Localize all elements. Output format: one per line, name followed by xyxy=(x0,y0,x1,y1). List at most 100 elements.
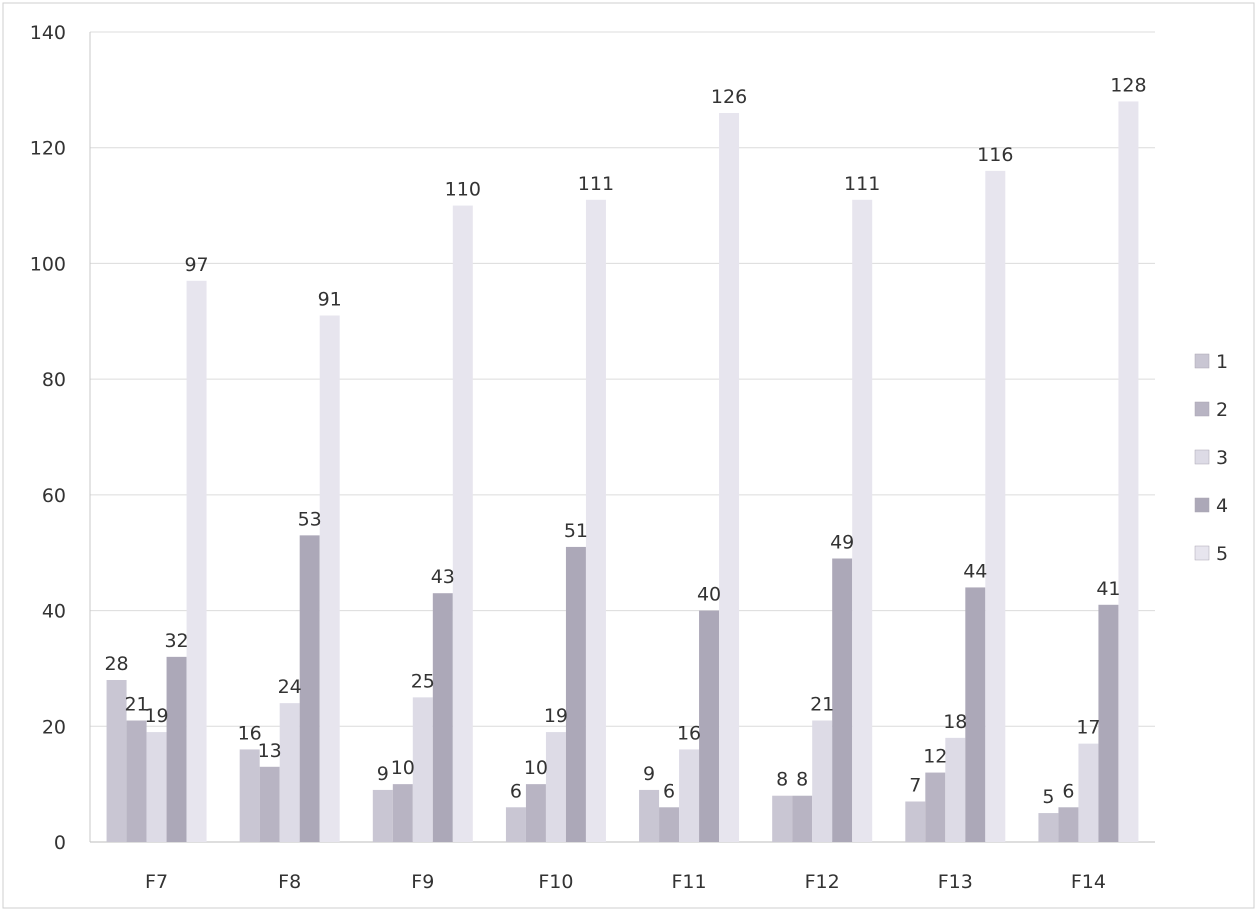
data-label: 17 xyxy=(1076,717,1100,739)
data-label: 91 xyxy=(318,289,342,311)
bar-f10-series-1 xyxy=(505,807,526,842)
data-label: 6 xyxy=(510,780,522,802)
data-label: 8 xyxy=(796,769,808,791)
legend-label: 1 xyxy=(1216,351,1228,373)
bar-f13-series-2 xyxy=(925,772,946,842)
data-label: 18 xyxy=(943,711,967,733)
data-label: 7 xyxy=(909,775,921,797)
bar-f11-series-3 xyxy=(679,749,700,842)
y-tick-label: 0 xyxy=(54,832,66,854)
bar-f11-series-5 xyxy=(719,113,740,842)
data-label: 10 xyxy=(391,757,415,779)
bar-f12-series-2 xyxy=(792,795,813,842)
data-label: 51 xyxy=(564,520,588,542)
bar-f14-series-3 xyxy=(1078,743,1099,842)
x-tick-label: F9 xyxy=(411,871,434,893)
data-label: 21 xyxy=(810,694,834,716)
y-tick-label: 140 xyxy=(30,22,66,44)
x-tick-label: F12 xyxy=(805,871,840,893)
bar-f8-series-1 xyxy=(239,749,260,842)
legend-label: 5 xyxy=(1216,543,1228,565)
x-tick-label: F11 xyxy=(672,871,707,893)
data-label: 111 xyxy=(844,173,880,195)
bar-f8-series-5 xyxy=(319,315,340,842)
legend-label: 4 xyxy=(1216,495,1228,517)
bar-f12-series-4 xyxy=(832,558,853,842)
legend-swatch-3 xyxy=(1194,449,1210,465)
bar-f13-series-3 xyxy=(945,737,966,842)
bar-f9-series-1 xyxy=(372,789,393,842)
data-label: 49 xyxy=(830,532,854,554)
data-label: 24 xyxy=(278,676,302,698)
y-tick-label: 80 xyxy=(42,369,66,391)
data-label: 110 xyxy=(445,179,481,201)
data-label: 8 xyxy=(776,769,788,791)
bar-f14-series-2 xyxy=(1058,807,1079,842)
data-label: 10 xyxy=(524,757,548,779)
bar-f7-series-3 xyxy=(146,732,167,842)
bar-f13-series-4 xyxy=(965,587,986,842)
legend-swatch-5 xyxy=(1194,545,1210,561)
y-axis-ticks: 0 20 40 60 80 100 120 140 xyxy=(30,22,66,854)
data-label: 16 xyxy=(677,722,701,744)
data-label: 21 xyxy=(124,694,148,716)
bar-f8-series-2 xyxy=(259,766,280,842)
data-label: 6 xyxy=(1062,780,1074,802)
bar-f7-series-5 xyxy=(186,280,207,842)
data-label: 28 xyxy=(104,653,128,675)
data-label: 116 xyxy=(977,144,1013,166)
bar-f9-series-5 xyxy=(452,205,473,843)
data-label: 43 xyxy=(431,566,455,588)
legend-label: 3 xyxy=(1216,447,1228,469)
bars xyxy=(106,101,1139,843)
legend: 1 2 3 4 5 xyxy=(1194,351,1228,565)
bar-f9-series-4 xyxy=(432,593,453,842)
x-axis-ticks: F7 F8 F9 F10 F11 F12 F13 F14 xyxy=(145,871,1106,893)
bar-f11-series-1 xyxy=(639,789,660,842)
bar-f8-series-4 xyxy=(299,535,320,842)
data-label: 9 xyxy=(643,763,655,785)
bar-f7-series-4 xyxy=(166,656,187,842)
bar-f12-series-1 xyxy=(772,795,793,842)
legend-swatch-1 xyxy=(1194,353,1210,369)
y-tick-label: 120 xyxy=(30,138,66,160)
bar-f14-series-1 xyxy=(1038,813,1059,842)
data-label: 111 xyxy=(578,173,614,195)
data-label: 97 xyxy=(184,254,208,276)
x-tick-label: F7 xyxy=(145,871,168,893)
y-tick-label: 100 xyxy=(30,253,66,275)
bar-f9-series-2 xyxy=(392,784,413,842)
legend-swatch-2 xyxy=(1194,401,1210,417)
bar-f10-series-2 xyxy=(525,784,546,842)
bar-f9-series-3 xyxy=(412,697,433,842)
bar-f14-series-5 xyxy=(1118,101,1139,842)
data-label: 9 xyxy=(377,763,389,785)
data-label: 25 xyxy=(411,670,435,692)
data-label: 6 xyxy=(663,780,675,802)
bar-f8-series-3 xyxy=(279,703,300,842)
bar-f11-series-2 xyxy=(659,807,680,842)
legend-label: 2 xyxy=(1216,399,1228,421)
y-tick-label: 20 xyxy=(42,716,66,738)
bar-f10-series-3 xyxy=(545,732,566,842)
data-label: 53 xyxy=(298,508,322,530)
legend-swatch-4 xyxy=(1194,497,1210,513)
data-label: 32 xyxy=(164,630,188,652)
bar-f12-series-3 xyxy=(812,720,833,842)
x-tick-label: F14 xyxy=(1071,871,1106,893)
data-label: 19 xyxy=(544,705,568,727)
data-label: 44 xyxy=(963,560,987,582)
data-label: 126 xyxy=(711,86,747,108)
bar-f13-series-1 xyxy=(905,801,926,842)
data-label: 19 xyxy=(144,705,168,727)
data-label: 12 xyxy=(923,746,947,768)
bar-f14-series-4 xyxy=(1098,604,1119,842)
bar-f7-series-2 xyxy=(126,720,147,842)
bar-f10-series-4 xyxy=(565,546,586,842)
bar-f11-series-4 xyxy=(699,610,720,842)
x-tick-label: F10 xyxy=(538,871,573,893)
